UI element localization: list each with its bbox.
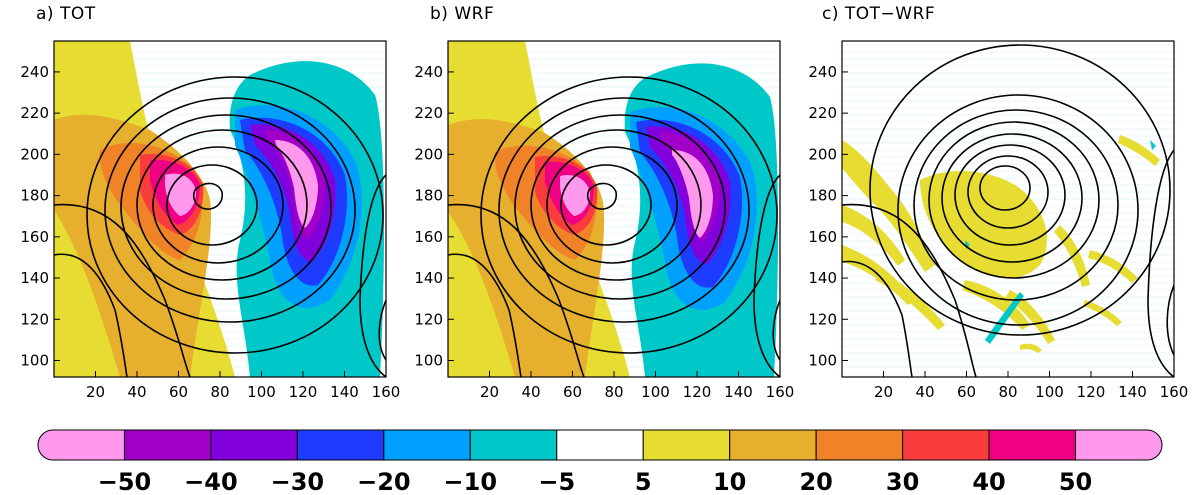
colorbar-label: −10 [444,468,498,495]
x-tick-label: 120 [1077,383,1106,401]
x-tick-label: 40 [127,383,146,401]
x-tick-label: 120 [683,383,712,401]
colorbar-segment [296,429,385,461]
colorbar-segment [469,429,558,461]
x-tick-label: 120 [289,383,318,401]
x-tick-label: 80 [604,383,623,401]
panel-a: 20 40 60 80 100 120 140 160 100 120 140 160 180 200 22… [20,40,401,401]
map-panels: 20 40 60 80 100 120 140 160 100 120 140 160 180 200 22… [20,40,1189,401]
x-tick-label: 80 [998,383,1017,401]
shading-negative [229,61,385,377]
x-tick-label: 140 [1118,383,1147,401]
x-tick-label: 140 [724,383,753,401]
y-tick-label: 220 [414,104,443,122]
x-tick-label: 60 [563,383,582,401]
colorbar-label: −5 [538,468,575,495]
y-tick-label: 160 [414,228,443,246]
y-tick-label: 180 [808,187,837,205]
colorbar-segment [902,429,990,461]
y-tick-label: 180 [414,187,443,205]
y-tick-label: 200 [808,145,837,163]
x-tick-label: 100 [247,383,276,401]
y-tick-label: 140 [414,269,443,287]
panel-title-c: c) TOT−WRF [822,4,936,24]
x-tick-label: 20 [874,383,893,401]
colorbar-segment [642,429,731,461]
contour-lines [54,76,386,377]
x-tick-label: 140 [330,383,359,401]
panel-c: 20 40 60 80 100 120 140 160 100 120 140 160 180 200 22… [808,40,1189,401]
colorbar-label: 30 [886,468,919,495]
x-tick-label: 40 [521,383,540,401]
colorbar-label: 40 [972,468,1005,495]
x-tick-label: 100 [1035,383,1064,401]
x-tick-label: 160 [372,383,401,401]
y-tick-label: 160 [808,228,837,246]
colorbar-label: −20 [357,468,411,495]
colorbar-label: −40 [184,468,238,495]
contour-lines [842,44,1174,377]
panel-title-a: a) TOT [36,4,96,24]
y-tick-label: 120 [20,310,49,328]
y-tick-label: 240 [20,63,49,81]
x-tick-label: 60 [169,383,188,401]
y-tick-label: 220 [808,104,837,122]
colorbar: −50 −40 −30 −20 −10 −5 5 10 20 30 40 50 [37,429,1163,495]
colorbar-label: 10 [713,468,746,495]
x-tick-label: 80 [210,383,229,401]
x-tick-label: 40 [915,383,934,401]
x-tick-label: 20 [86,383,105,401]
colorbar-label: 5 [635,468,652,495]
x-tick-label: 100 [641,383,670,401]
colorbar-segment [37,429,125,461]
panel-b: 20 40 60 80 100 120 140 160 100 120 140 160 180 200 22… [414,40,795,401]
y-tick-label: 100 [808,352,837,370]
y-tick-label: 160 [20,228,49,246]
colorbar-segment [556,429,644,461]
colorbar-segment [210,429,298,461]
colorbar-label: 50 [1059,468,1092,495]
y-tick-label: 200 [414,145,443,163]
y-tick-label: 120 [808,310,837,328]
x-tick-label: 20 [480,383,499,401]
colorbar-segment [1075,429,1163,461]
colorbar-segment [729,429,817,461]
colorbar-segment [988,429,1077,461]
colorbar-segment [383,429,471,461]
y-tick-label: 180 [20,187,49,205]
y-tick-label: 240 [414,63,443,81]
colorbar-segment [815,429,904,461]
x-tick-label: 160 [1160,383,1189,401]
y-tick-label: 200 [20,145,49,163]
x-tick-label: 60 [957,383,976,401]
y-tick-label: 120 [414,310,443,328]
y-tick-label: 140 [20,269,49,287]
y-tick-label: 240 [808,63,837,81]
contour-lines [448,76,780,377]
y-tick-label: 140 [808,269,837,287]
colorbar-segment [123,429,212,461]
y-tick-label: 100 [414,352,443,370]
panel-title-b: b) WRF [430,4,495,24]
colorbar-label: 20 [799,468,832,495]
colorbar-label: −30 [271,468,325,495]
colorbar-label: −50 [98,468,152,495]
y-tick-label: 220 [20,104,49,122]
y-tick-label: 100 [20,352,49,370]
x-tick-label: 160 [766,383,795,401]
